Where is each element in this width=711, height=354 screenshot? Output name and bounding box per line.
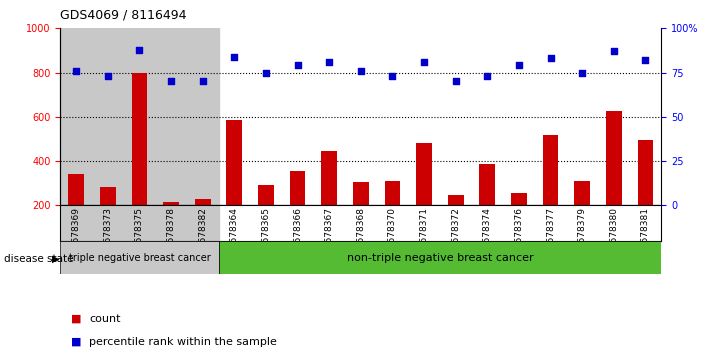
Text: GSM678377: GSM678377 [546, 207, 555, 262]
Bar [68, 175, 84, 250]
Text: non-triple negative breast cancer: non-triple negative breast cancer [346, 252, 533, 263]
Bar [187, 28, 218, 205]
Text: GSM678369: GSM678369 [72, 207, 81, 262]
Text: GSM678365: GSM678365 [262, 207, 270, 262]
Text: GSM678382: GSM678382 [198, 207, 207, 262]
Text: GSM678378: GSM678378 [166, 207, 176, 262]
Bar [218, 241, 661, 274]
Bar [511, 193, 527, 250]
Text: GSM678372: GSM678372 [451, 207, 460, 262]
Point [577, 70, 588, 75]
Bar [574, 181, 590, 250]
Text: ■: ■ [71, 314, 82, 324]
Bar [92, 28, 124, 205]
Text: count: count [89, 314, 120, 324]
Bar [448, 195, 464, 250]
Bar [60, 205, 92, 241]
Text: ■: ■ [71, 337, 82, 347]
Bar [155, 28, 187, 205]
Text: GSM678375: GSM678375 [135, 207, 144, 262]
Bar [187, 205, 218, 241]
Point [545, 56, 556, 61]
Text: GSM678366: GSM678366 [293, 207, 302, 262]
Bar [226, 120, 242, 250]
Text: disease state: disease state [4, 254, 73, 264]
Point [134, 47, 145, 52]
Bar [416, 143, 432, 250]
Bar [92, 205, 124, 241]
Point [387, 73, 398, 79]
Text: GSM678367: GSM678367 [325, 207, 333, 262]
Text: GSM678376: GSM678376 [515, 207, 523, 262]
Point [292, 63, 304, 68]
Bar [132, 73, 147, 250]
Point [197, 79, 208, 84]
Text: GSM678380: GSM678380 [609, 207, 619, 262]
Bar [124, 28, 155, 205]
Point [324, 59, 335, 65]
Bar [321, 151, 337, 250]
Bar [258, 185, 274, 250]
Bar [124, 205, 155, 241]
Text: triple negative breast cancer: triple negative breast cancer [69, 252, 210, 263]
Bar [606, 111, 621, 250]
Bar [385, 181, 400, 250]
Point [102, 73, 114, 79]
Bar [155, 205, 187, 241]
Text: percentile rank within the sample: percentile rank within the sample [89, 337, 277, 347]
Bar [164, 202, 179, 250]
Bar [60, 28, 92, 205]
Bar [479, 164, 496, 250]
Text: GSM678381: GSM678381 [641, 207, 650, 262]
Point [355, 68, 367, 74]
Point [70, 68, 82, 74]
Text: GSM678374: GSM678374 [483, 207, 492, 262]
Point [418, 59, 429, 65]
Bar [289, 171, 306, 250]
Point [481, 73, 493, 79]
Text: GSM678368: GSM678368 [356, 207, 365, 262]
Text: GSM678364: GSM678364 [230, 207, 239, 262]
Text: ▶: ▶ [52, 254, 60, 264]
Point [640, 57, 651, 63]
Bar [638, 140, 653, 250]
Text: GSM678373: GSM678373 [103, 207, 112, 262]
Point [608, 48, 619, 54]
Point [450, 79, 461, 84]
Point [229, 54, 240, 59]
Point [166, 79, 177, 84]
Bar [195, 199, 210, 250]
Point [260, 70, 272, 75]
Text: GSM678371: GSM678371 [419, 207, 429, 262]
Bar [100, 187, 116, 250]
Bar [353, 182, 369, 250]
Point [513, 63, 525, 68]
Bar [60, 241, 218, 274]
Bar [542, 135, 558, 250]
Text: GDS4069 / 8116494: GDS4069 / 8116494 [60, 9, 187, 22]
Text: GSM678379: GSM678379 [577, 207, 587, 262]
Text: GSM678370: GSM678370 [388, 207, 397, 262]
